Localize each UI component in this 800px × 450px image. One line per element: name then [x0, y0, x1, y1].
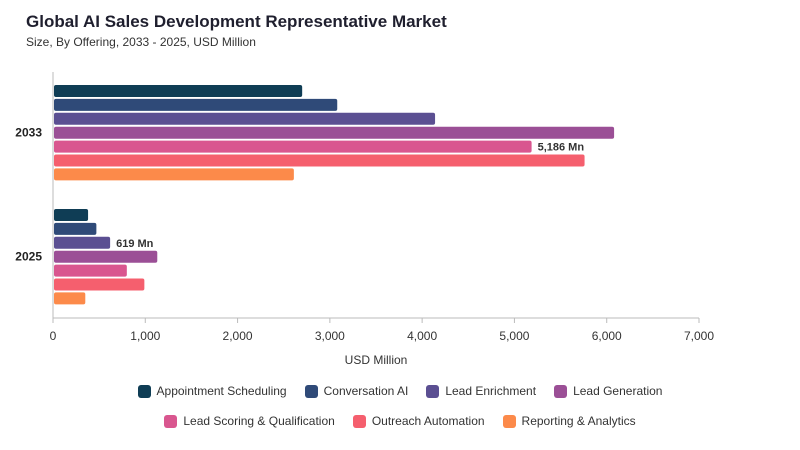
legend-label: Lead Enrichment: [445, 384, 537, 398]
x-tick-label: 6,000: [592, 329, 622, 343]
legend-swatch: [164, 414, 178, 428]
legend-item: Lead Enrichment: [426, 384, 536, 398]
bar: [54, 98, 338, 111]
legend-item: Lead Scoring & Qualification: [164, 414, 335, 428]
bar: [54, 278, 145, 291]
legend-item: Lead Generation: [554, 384, 662, 398]
data-label: 5,186 Mn: [538, 142, 585, 154]
legend-swatch: [502, 414, 516, 428]
legend-item: Reporting & Analytics: [502, 414, 636, 428]
bar: [54, 85, 303, 97]
x-axis-label: USD Million: [345, 353, 408, 367]
x-tick-label: 3,000: [315, 329, 345, 343]
x-tick-label: 4,000: [407, 329, 437, 343]
legend-item: Outreach Automation: [352, 414, 485, 428]
legend-label: Conversation AI: [323, 384, 409, 398]
bar: [54, 209, 89, 221]
legend-label: Appointment Scheduling: [156, 384, 287, 398]
legend-label: Outreach Automation: [371, 414, 485, 428]
legend-swatch: [554, 384, 568, 398]
legend-label: Lead Scoring & Qualification: [183, 414, 335, 428]
legend-item: Appointment Scheduling: [137, 384, 287, 398]
bar: [54, 126, 615, 139]
legend-row-1: Appointment Scheduling Conversation AI Lea…: [0, 384, 800, 398]
x-tick-label: 0: [50, 329, 57, 343]
data-label: 619 Mn: [116, 238, 154, 250]
legend-label: Reporting & Analytics: [521, 414, 636, 428]
legend-label: Lead Generation: [573, 384, 663, 398]
x-tick-label: 1,000: [130, 329, 160, 343]
category-label: 2033: [15, 126, 42, 140]
chart-subtitle: Size, By Offering, 2033 - 2025, USD Mill…: [26, 35, 256, 49]
bar: [54, 222, 97, 235]
legend-item: Conversation AI: [304, 384, 409, 398]
chart-title: Global AI Sales Development Representati…: [26, 12, 447, 31]
legend-swatch: [137, 384, 151, 398]
legend-swatch: [426, 384, 440, 398]
bar: [54, 168, 294, 181]
legend-row-2: Lead Scoring & Qualification Outreach Aut…: [0, 414, 800, 428]
bar: [54, 250, 158, 263]
x-tick-label: 5,000: [499, 329, 529, 343]
bar: [54, 264, 127, 277]
category-label: 2025: [15, 250, 42, 264]
bar: [54, 236, 111, 249]
bar: [54, 292, 86, 305]
bar-chart: 0 1,000 2,000 3,000 4,000 5,000 6,000 7,000 USD …: [15, 72, 714, 367]
bar: [54, 112, 436, 125]
x-tick-label: 7,000: [684, 329, 714, 343]
legend-swatch: [352, 414, 366, 428]
bar: [54, 154, 585, 167]
x-tick-label: 2,000: [223, 329, 253, 343]
legend-swatch: [304, 384, 318, 398]
bar: [54, 140, 532, 153]
